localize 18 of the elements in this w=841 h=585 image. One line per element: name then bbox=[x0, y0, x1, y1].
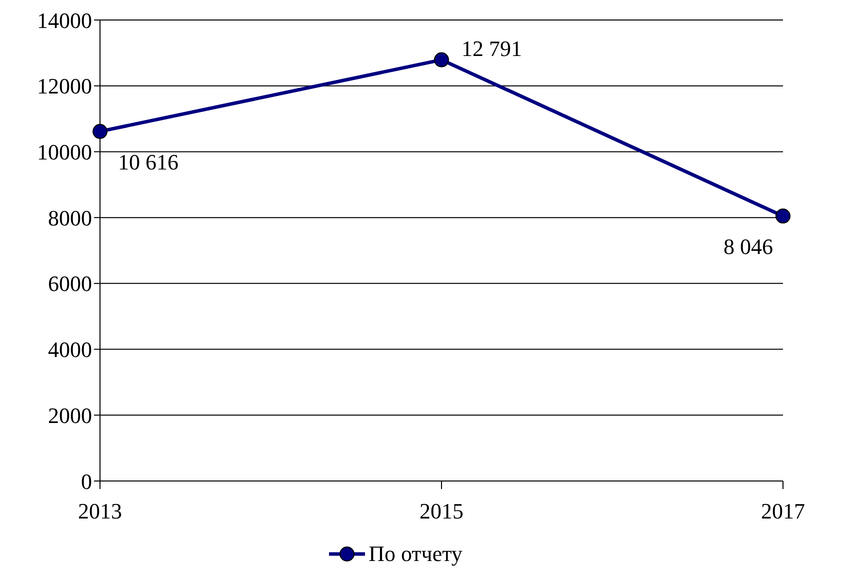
point bbox=[92, 124, 108, 139]
point bbox=[434, 52, 449, 68]
y-tick-label: 6000 bbox=[48, 271, 92, 296]
legend-label: По отчету bbox=[368, 541, 462, 567]
data-label: 10 616 bbox=[118, 149, 178, 174]
point bbox=[776, 208, 790, 224]
y-tick-label: 12000 bbox=[37, 74, 92, 99]
x-tick-label: 2017 bbox=[761, 498, 805, 524]
data-label: 12 791 bbox=[462, 36, 522, 61]
y-tick-label: 14000 bbox=[37, 8, 92, 33]
y-tick-label: 4000 bbox=[48, 337, 92, 362]
y-tick-label: 0 bbox=[81, 468, 92, 494]
x-tick-label: 2015 bbox=[420, 498, 464, 524]
data-label: 8 046 bbox=[724, 234, 773, 260]
x-tick-label: 2013 bbox=[78, 498, 122, 524]
y-tick-label: 10000 bbox=[37, 140, 92, 165]
y-tick-label: 2000 bbox=[48, 402, 92, 428]
y-tick-label: 8000 bbox=[48, 205, 92, 230]
